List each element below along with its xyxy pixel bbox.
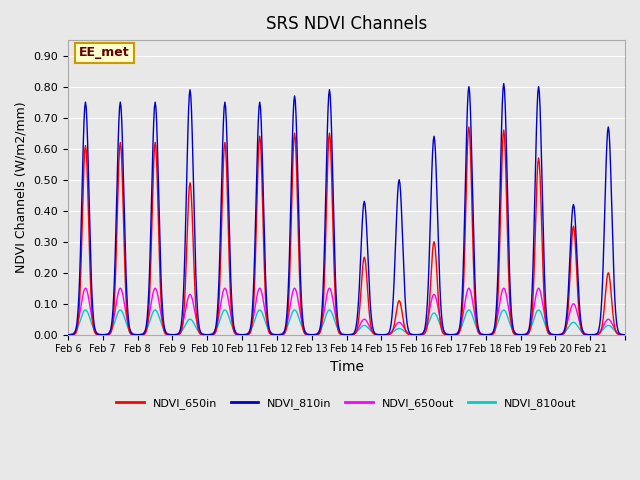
Y-axis label: NDVI Channels (W/m2/mm): NDVI Channels (W/m2/mm) bbox=[15, 102, 28, 273]
Legend: NDVI_650in, NDVI_810in, NDVI_650out, NDVI_810out: NDVI_650in, NDVI_810in, NDVI_650out, NDV… bbox=[112, 393, 581, 413]
Text: EE_met: EE_met bbox=[79, 46, 130, 60]
Title: SRS NDVI Channels: SRS NDVI Channels bbox=[266, 15, 427, 33]
X-axis label: Time: Time bbox=[330, 360, 364, 374]
